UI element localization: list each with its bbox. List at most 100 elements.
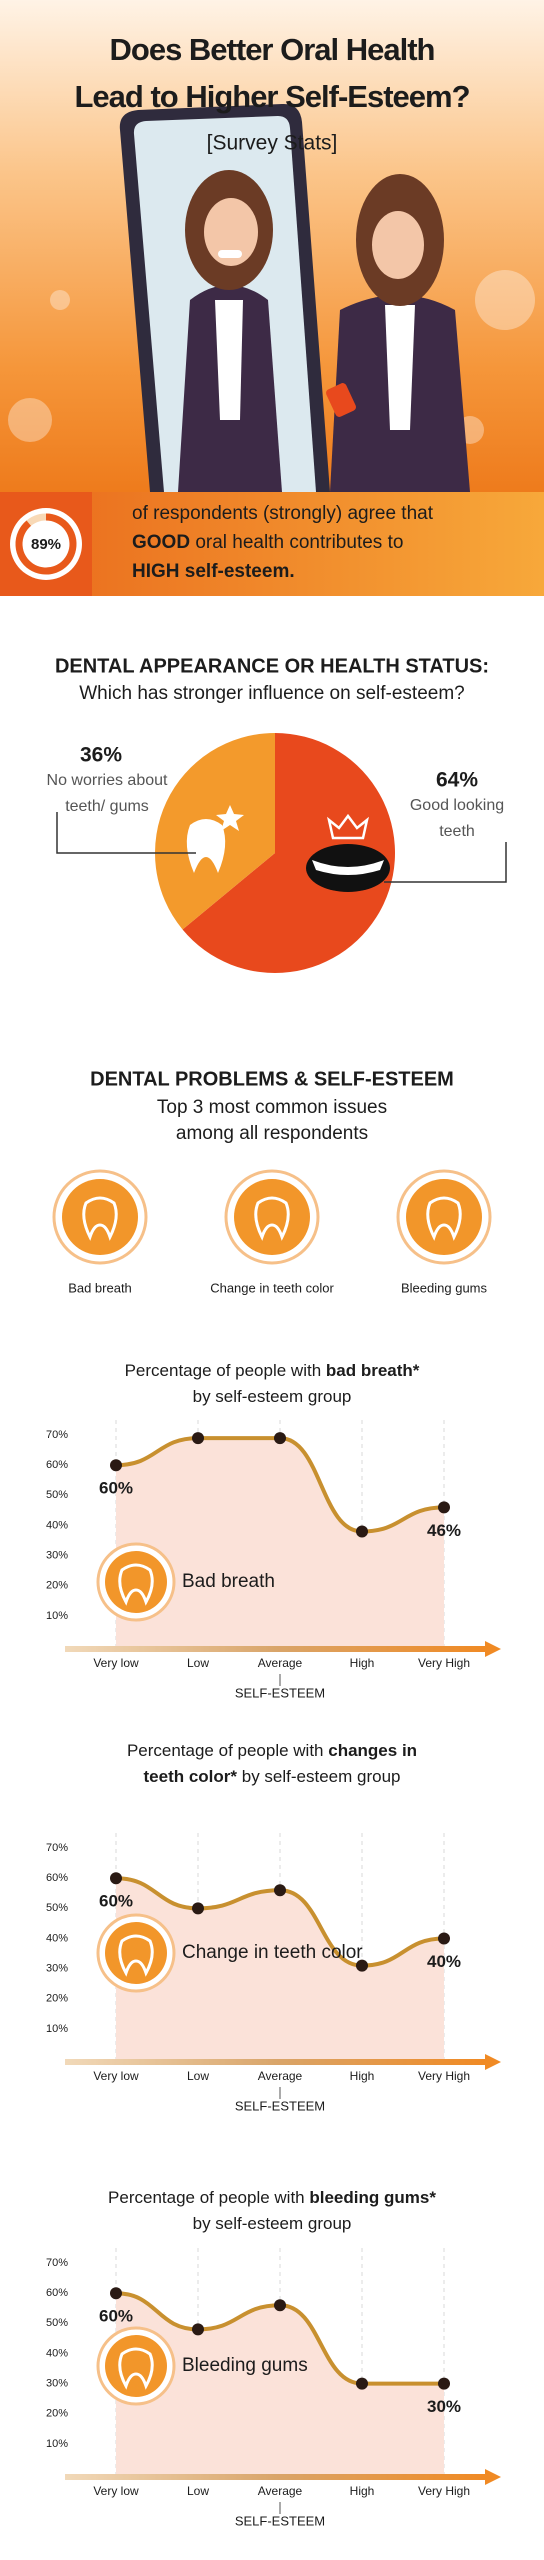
data-point	[438, 1932, 450, 1945]
annotation-icon-glyph	[118, 2347, 154, 2390]
x-axis-arrow	[485, 2054, 501, 2070]
value-label: 60%	[99, 2307, 133, 2326]
data-point	[110, 1459, 122, 1472]
value-label: 46%	[427, 1521, 461, 1540]
y-tick-label: 70%	[46, 1429, 68, 1441]
series-line	[115, 1436, 445, 1534]
issue-icon-ring	[224, 1169, 320, 1265]
x-tick-label: Average	[258, 2069, 303, 2083]
x-tick-label: Very low	[93, 2484, 139, 2498]
annotation-icon	[105, 2335, 167, 2397]
value-label: 60%	[99, 1892, 133, 1911]
data-point	[438, 2377, 450, 2390]
pie-category-box: Good looking teeth	[410, 797, 504, 840]
x-tick-label: Low	[187, 1656, 209, 1670]
text-segment: Percentage of people with	[108, 2188, 309, 2207]
x-tick-label: Low	[187, 2484, 209, 2498]
section-heading: DENTAL APPEARANCE OR HEALTH STATUS:	[55, 655, 489, 677]
issue-icon-ring	[52, 1169, 148, 1265]
stat-label: 89%	[31, 536, 61, 553]
text-segment: oral health contributes to	[190, 532, 403, 553]
series-name: Change in teeth color	[182, 1942, 363, 1963]
x-axis-label: SELF-ESTEEM	[235, 2098, 325, 2113]
y-tick-label: 20%	[46, 1993, 68, 2005]
value-label: 60%	[99, 1479, 133, 1498]
text-line: by self-esteem group	[193, 2214, 352, 2233]
text-segment: Percentage of people with	[127, 1741, 328, 1760]
x-axis-bar	[65, 2474, 485, 2480]
annotation-icon-glyph	[118, 1563, 154, 1606]
x-axis-arrow	[485, 1641, 501, 1657]
issue-icon-ring	[396, 1169, 492, 1265]
series-name: Bleeding gums	[182, 2355, 308, 2376]
crown-icon	[327, 813, 369, 840]
data-point	[192, 1432, 204, 1445]
header-subtitle: [Survey Stats]	[207, 132, 338, 155]
data-point	[438, 1501, 450, 1514]
annotation-icon	[105, 1551, 167, 1613]
text-line: HIGH self-esteem.	[132, 561, 295, 582]
issue-icon-glyph	[82, 1196, 118, 1241]
issue-icon	[406, 1179, 482, 1255]
text-line: teeth color* by self-esteem group	[144, 1767, 401, 1786]
pie-slice	[182, 733, 395, 973]
x-tick-label: Very low	[93, 2069, 139, 2083]
pie-category-box: No worries about teeth/ gums	[46, 772, 168, 815]
x-tick-label: Very High	[418, 1656, 470, 1670]
data-point	[274, 1884, 286, 1897]
text-segment: changes in	[328, 1741, 417, 1760]
y-tick-label: 20%	[46, 2408, 68, 2420]
pie-category-label: No worries about teeth/ gums	[46, 772, 168, 815]
data-point	[356, 1525, 368, 1538]
y-tick-label: 50%	[46, 2317, 68, 2329]
header-title: Lead to Higher Self-Esteem?	[74, 79, 469, 114]
y-tick-label: 30%	[46, 1963, 68, 1975]
text-line: Percentage of people with bleeding gums*	[108, 2188, 436, 2207]
text-segment: of respondents (strongly) agree that	[132, 503, 434, 524]
section-subheading: among all respondents	[176, 1123, 368, 1144]
text-segment: bleeding gums*	[309, 2188, 436, 2207]
data-point	[110, 1872, 122, 1885]
data-point	[192, 1902, 204, 1915]
text-segment: GOOD	[132, 532, 190, 553]
text-segment: by self-esteem group	[193, 2214, 352, 2233]
x-axis-label: SELF-ESTEEM	[235, 2513, 325, 2528]
section-question: Which has stronger influence on self-est…	[79, 683, 464, 704]
y-tick-label: 30%	[46, 2378, 68, 2390]
x-axis-label: SELF-ESTEEM	[235, 1685, 325, 1700]
pie-value-label: 64%	[436, 769, 478, 792]
y-tick-label: 60%	[46, 1872, 68, 1884]
issue-icon-glyph	[254, 1196, 290, 1241]
text-segment: by self-esteem group	[193, 1387, 352, 1406]
issue-icon	[234, 1179, 310, 1255]
text-segment: bad breath*	[326, 1361, 420, 1380]
mirror-illustration	[119, 103, 470, 492]
y-tick-label: 70%	[46, 2257, 68, 2269]
y-tick-label: 60%	[46, 1459, 68, 1471]
section-heading: DENTAL PROBLEMS & SELF-ESTEEM	[90, 1068, 454, 1090]
text-segment: teeth color*	[144, 1767, 238, 1786]
section-subheading: Top 3 most common issues	[157, 1097, 387, 1118]
x-axis-bar	[65, 2059, 485, 2065]
text-line: Percentage of people with bad breath*	[125, 1361, 420, 1380]
issue-label: Bad breath	[68, 1280, 132, 1295]
y-tick-label: 20%	[46, 1580, 68, 1592]
series-area	[116, 1438, 444, 1646]
value-label: 40%	[427, 1952, 461, 1971]
leader-line	[56, 812, 196, 854]
y-tick-label: 50%	[46, 1902, 68, 1914]
text-line: of respondents (strongly) agree that	[132, 503, 434, 524]
series-area	[116, 2293, 444, 2474]
text-line: GOOD oral health contributes to	[132, 532, 403, 553]
stat-ring	[15, 513, 77, 575]
x-tick-label: Very High	[418, 2484, 470, 2498]
issue-label: Bleeding gums	[401, 1280, 487, 1295]
y-tick-label: 40%	[46, 1519, 68, 1531]
tooth-icon	[186, 819, 226, 873]
y-tick-label: 40%	[46, 2347, 68, 2359]
issue-icon-glyph	[426, 1196, 462, 1241]
x-tick-label: High	[350, 1656, 375, 1670]
text-line: Percentage of people with changes in	[127, 1741, 417, 1760]
smile-teeth	[312, 860, 384, 875]
